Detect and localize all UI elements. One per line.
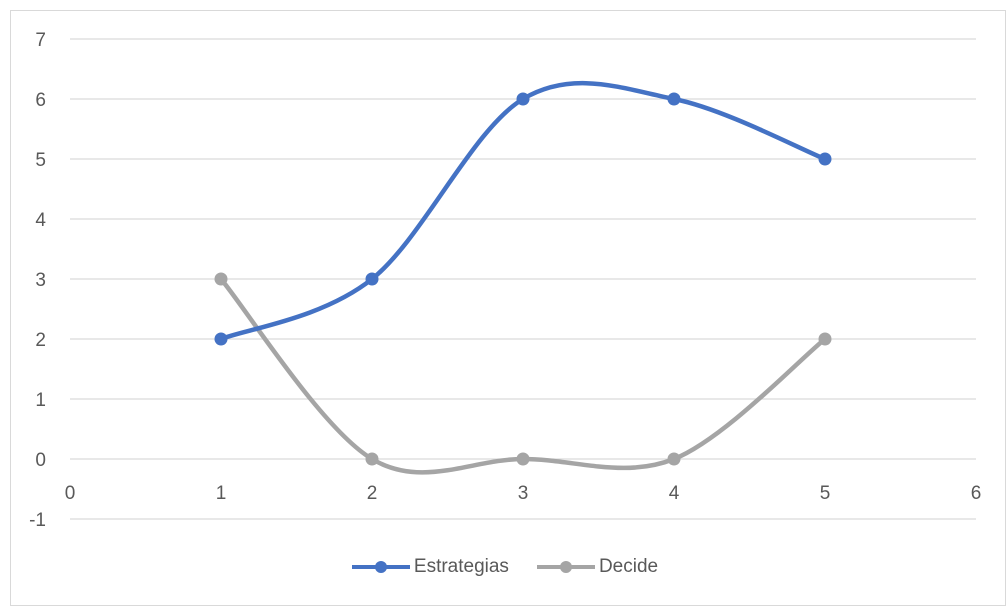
data-point-estrategias[interactable] — [667, 92, 681, 106]
y-tick-label: 7 — [35, 30, 46, 51]
y-tick-label: 2 — [35, 330, 46, 351]
x-tick-label: 1 — [216, 483, 227, 504]
y-tick-label: 3 — [35, 270, 46, 291]
data-point-estrategias[interactable] — [818, 152, 832, 166]
x-tick-label: 3 — [518, 483, 529, 504]
y-axis-ticks: -1 0 1 2 3 4 5 6 7 — [29, 30, 46, 531]
data-point-decide[interactable] — [667, 452, 681, 466]
x-axis-ticks: 0 1 2 3 4 5 6 — [65, 483, 982, 504]
y-tick-label: 1 — [35, 390, 46, 411]
series-decide — [214, 272, 832, 475]
y-tick-label: 4 — [35, 210, 46, 231]
legend: Estrategias Decide — [0, 556, 1008, 578]
series-line-decide — [218, 276, 828, 475]
x-tick-label: 2 — [367, 483, 378, 504]
x-tick-label: 4 — [669, 483, 680, 504]
series-estrategias — [214, 80, 832, 346]
legend-swatch-estrategias — [351, 561, 410, 573]
x-tick-label: 5 — [820, 483, 831, 504]
data-point-decide[interactable] — [365, 452, 379, 466]
data-point-estrategias[interactable] — [365, 272, 379, 286]
legend-label-decide: Decide — [598, 556, 659, 577]
gridlines — [70, 38, 976, 520]
data-point-decide[interactable] — [818, 332, 832, 346]
series-line-estrategias — [218, 80, 828, 342]
legend-item-decide[interactable]: Decide — [535, 556, 658, 578]
data-point-estrategias[interactable] — [516, 92, 530, 106]
legend-label-estrategias: Estrategias — [413, 556, 509, 577]
y-tick-label: 6 — [35, 90, 46, 111]
legend-item-estrategias[interactable]: Estrategias — [350, 556, 509, 578]
y-tick-label: 0 — [35, 450, 46, 471]
data-point-estrategias[interactable] — [214, 332, 228, 346]
data-point-decide[interactable] — [214, 272, 228, 286]
series-layer — [214, 80, 832, 475]
legend-swatch-decide — [536, 561, 595, 573]
y-tick-label: -1 — [29, 510, 46, 531]
data-point-decide[interactable] — [516, 452, 530, 466]
y-tick-label: 5 — [35, 150, 46, 171]
x-tick-label: 6 — [971, 483, 982, 504]
x-tick-label: 0 — [65, 483, 76, 504]
